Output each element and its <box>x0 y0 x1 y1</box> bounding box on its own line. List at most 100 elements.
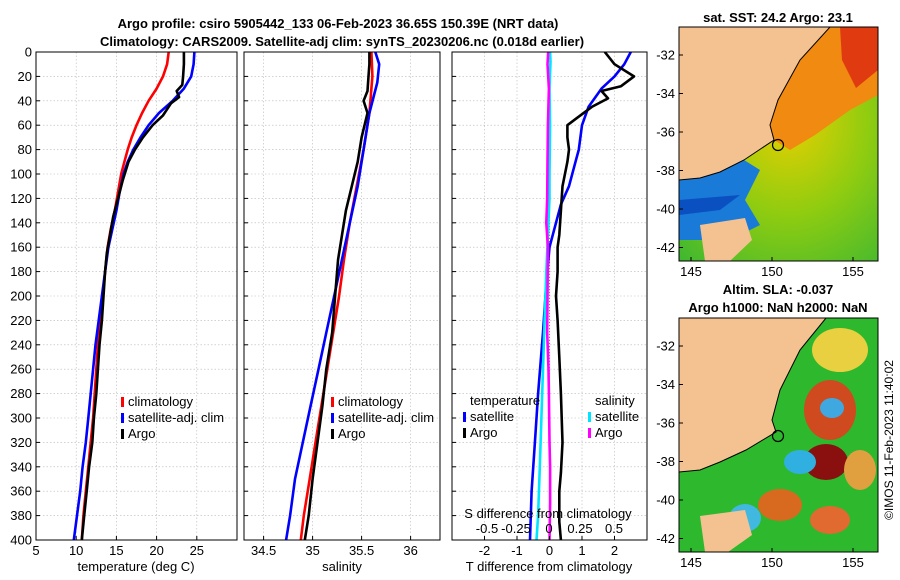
land-tasmania <box>700 510 752 552</box>
sla-map-title2: Argo h1000: NaN h2000: NaN <box>688 300 867 315</box>
legend-swatch-climatology <box>331 397 334 407</box>
series-group <box>528 52 636 540</box>
map-y-tick-label: -40 <box>656 493 675 508</box>
sla-high-6 <box>810 506 850 534</box>
title-line2: Climatology: CARS2009. Satellite-adj cli… <box>100 34 584 49</box>
map-y-tick-label: -36 <box>656 125 675 140</box>
legend-swatch-climatology <box>121 397 124 407</box>
y-tick-label: 60 <box>18 118 32 133</box>
x-tick-label: -2 <box>479 543 491 558</box>
y-tick-label: 400 <box>10 533 32 548</box>
legend-label-satellite: satellite-adj. clim <box>338 410 434 425</box>
legend-swatch-argo <box>121 429 124 439</box>
legend-swatch-argo <box>331 429 334 439</box>
y-tick-label: 80 <box>18 142 32 157</box>
sst-map <box>679 27 878 261</box>
sla-map <box>679 318 878 552</box>
argo-float-marker <box>771 138 785 152</box>
x-tick-label: 35 <box>305 543 319 558</box>
legend-swatch-t-argo <box>463 428 466 438</box>
y-tick-label: 340 <box>10 459 32 474</box>
y-tick-label: 380 <box>10 508 32 523</box>
difference-legend: temperature satellite Argo salinity sate… <box>463 393 639 440</box>
y-tick-label: 120 <box>10 191 32 206</box>
temperature-panel: 5 10 15 20 25 0 20 40 60 80 100 120 140 160 180 200 220 2… <box>10 45 238 558</box>
map-y-tick-label: -38 <box>656 163 675 178</box>
salinity-xlabel: salinity <box>322 559 362 574</box>
y-tick-label: 260 <box>10 362 32 377</box>
series-line-temperature-satellite <box>528 52 632 540</box>
y-tick-label: 240 <box>10 337 32 352</box>
title-line1: Argo profile: csiro 5905442_133 06-Feb-2… <box>118 16 559 31</box>
x-tick-label: 25 <box>190 543 204 558</box>
y-tick-label: 180 <box>10 264 32 279</box>
s-difference-tick-label: 0.25 <box>567 521 592 536</box>
legend-label-satellite: satellite-adj. clim <box>128 410 224 425</box>
difference-top-label: S difference from climatology <box>464 506 632 521</box>
salinity-panel: 34.5 35 35.5 36 <box>243 51 441 558</box>
salinity-legend: climatology satellite-adj. clim Argo <box>331 394 434 441</box>
s-difference-tick-label: 0.5 <box>605 521 623 536</box>
x-tick-label: 1 <box>578 543 585 558</box>
argo-float-marker <box>771 429 785 443</box>
sst-hot-core <box>840 27 878 88</box>
y-tick-label: 40 <box>18 93 32 108</box>
legend-label-climatology: climatology <box>338 394 404 409</box>
map-x-tick-label: 155 <box>842 264 864 279</box>
x-tick-label: 35.5 <box>349 543 374 558</box>
map-y-tick-label: -42 <box>656 531 675 546</box>
y-tick-label: 140 <box>10 215 32 230</box>
legend-swatch-satellite <box>331 413 334 423</box>
sla-high-3 <box>804 444 848 480</box>
map-y-tick-label: -32 <box>656 48 675 63</box>
sst-map-ticks: 145 150 155 -32 -34 -36 -38 -40 -42 <box>656 48 864 280</box>
map-y-tick-label: -32 <box>656 339 675 354</box>
y-tick-label: 160 <box>10 240 32 255</box>
y-tick-label: 320 <box>10 435 32 450</box>
coastline <box>679 27 831 181</box>
map-y-tick-label: -36 <box>656 416 675 431</box>
series-line-argo <box>80 52 186 540</box>
x-tick-label: 2 <box>611 543 618 558</box>
map-y-tick-label: -42 <box>656 240 675 255</box>
x-tick-label: 10 <box>69 543 83 558</box>
temperature-legend: climatology satellite-adj. clim Argo <box>121 394 224 441</box>
y-tick-label: 220 <box>10 313 32 328</box>
series-line-satellite-adj-clim <box>284 52 381 540</box>
map-x-tick-label: 145 <box>680 555 702 570</box>
s-difference-tick-label: 0 <box>545 521 552 536</box>
sst-map-title: sat. SST: 24.2 Argo: 23.1 <box>703 10 853 25</box>
land-australia <box>679 27 830 180</box>
x-tick-label: -1 <box>511 543 523 558</box>
x-tick-label: 20 <box>149 543 163 558</box>
legend-swatch-satellite <box>121 413 124 423</box>
x-tick-label: 5 <box>32 543 39 558</box>
sla-map-ticks: 145 150 155 -32 -34 -36 -38 -40 -42 <box>656 339 864 571</box>
y-tick-label: 100 <box>10 167 32 182</box>
series-line-argo <box>303 52 371 540</box>
map-y-tick-label: -40 <box>656 202 675 217</box>
series-group <box>72 52 196 540</box>
legend-label-t-argo: Argo <box>470 425 497 440</box>
difference-panel: -2 -1 0 1 2 <box>451 51 648 558</box>
sla-high-1 <box>812 328 868 372</box>
map-y-tick-label: -38 <box>656 454 675 469</box>
sla-high-4 <box>844 450 876 490</box>
legend-label-s-argo: Argo <box>595 425 622 440</box>
difference-xlabel: T difference from climatology <box>466 559 633 574</box>
legend-title-temperature: temperature <box>470 393 540 408</box>
legend-label-argo: Argo <box>338 426 365 441</box>
credit-text: ©IMOS 11-Feb-2023 11:40:02 <box>882 360 896 520</box>
y-tick-label: 200 <box>10 289 32 304</box>
legend-label-s-satellite: satellite <box>595 409 639 424</box>
land-australia <box>679 318 826 472</box>
x-tick-label: 15 <box>109 543 123 558</box>
legend-label-argo: Argo <box>128 426 155 441</box>
legend-swatch-t-satellite <box>463 412 466 422</box>
s-difference-ticks: -0.5 -0.25 0 0.25 0.5 <box>476 521 623 536</box>
s-difference-tick-label: -0.25 <box>501 521 531 536</box>
map-x-tick-label: 150 <box>761 555 783 570</box>
map-y-tick-label: -34 <box>656 377 675 392</box>
sla-low-1 <box>820 398 844 418</box>
coastline <box>679 318 827 473</box>
